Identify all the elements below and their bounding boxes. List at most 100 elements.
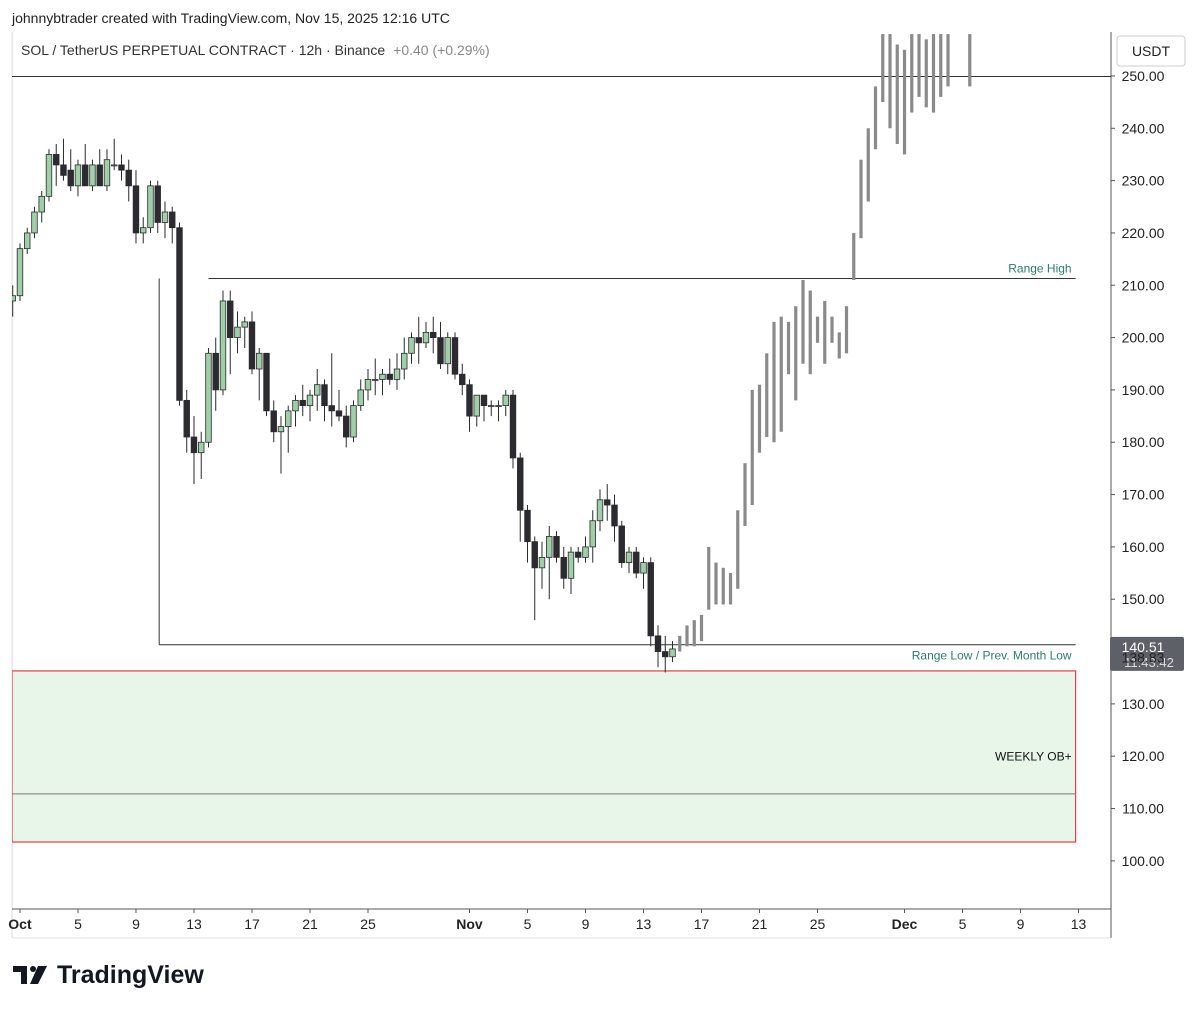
projection-bar — [873, 86, 878, 150]
candle-body — [132, 185, 140, 234]
projection-bar — [968, 34, 972, 87]
candle-body — [285, 410, 292, 427]
candle-body — [393, 368, 401, 380]
candle-body — [466, 384, 473, 417]
projection-bar — [866, 128, 870, 202]
projection-bar — [946, 34, 950, 87]
x-tick-label: Dec — [892, 916, 918, 932]
y-tick-label: 110.00 — [1122, 801, 1164, 817]
candle-body — [53, 154, 60, 166]
x-tick-label: Nov — [456, 916, 483, 932]
candle-body — [459, 373, 466, 386]
y-tick-label: 160.00 — [1122, 539, 1165, 555]
candle-body — [205, 352, 212, 443]
price-countdown: 11:43:42 — [1124, 655, 1174, 670]
candle-body — [633, 551, 640, 574]
y-tick-label: 170.00 — [1122, 487, 1165, 503]
y-tick-label: 100.00 — [1122, 853, 1165, 869]
projection-bar — [902, 49, 907, 155]
projection-bar — [852, 232, 856, 281]
x-tick-label: 9 — [132, 916, 140, 932]
candle-body — [125, 169, 132, 187]
candle-body — [219, 300, 227, 391]
candle-body — [654, 635, 662, 652]
candle-body — [372, 379, 379, 381]
candle-body — [401, 352, 408, 370]
projection-bar — [837, 332, 841, 359]
candle-body — [89, 164, 96, 187]
candle-body — [147, 185, 154, 229]
x-tick-label: Oct — [8, 916, 32, 932]
candle-body — [328, 405, 335, 412]
candle-body — [589, 520, 596, 548]
projection-bar — [859, 159, 863, 239]
projection-bar — [772, 321, 776, 443]
candle-body — [517, 457, 524, 511]
projection-bar — [779, 316, 783, 432]
symbol-title: SOL / TetherUS PERPETUAL CONTRACT · 12h … — [21, 42, 385, 58]
x-tick-label: 5 — [524, 916, 532, 932]
projection-bar — [823, 300, 827, 364]
candle-body — [118, 164, 125, 171]
candle-body — [176, 227, 183, 401]
candle-body — [161, 211, 169, 223]
projection-bar — [830, 316, 834, 343]
projection-bar — [801, 280, 805, 364]
projection-bar — [678, 635, 682, 652]
candle-body — [444, 337, 451, 365]
candle-body — [451, 337, 459, 375]
candle-body — [538, 556, 546, 569]
candle-body — [169, 211, 176, 229]
x-tick-label: 25 — [360, 916, 376, 932]
candle-body — [248, 321, 256, 370]
candle-body — [16, 248, 24, 297]
y-tick-label: 120.00 — [1122, 748, 1165, 764]
candle-body — [596, 499, 604, 522]
logo-icon — [13, 966, 47, 984]
candle-body — [12, 295, 16, 302]
x-tick-label: 21 — [302, 916, 318, 932]
projection-bar — [750, 389, 754, 506]
projection-bar — [939, 34, 943, 97]
projection-bar — [910, 34, 914, 113]
zone-label: WEEKLY OB+ — [995, 749, 1072, 763]
candle-body — [111, 164, 118, 167]
projection-bar — [815, 316, 820, 343]
x-tick-label: 5 — [959, 916, 967, 932]
candle-body — [96, 164, 103, 187]
candle-body — [509, 394, 517, 459]
y-tick-label: 150.00 — [1122, 591, 1165, 607]
candle-body — [560, 556, 567, 579]
currency-box — [1116, 35, 1186, 67]
projection-bar — [728, 573, 733, 605]
candle-body — [582, 546, 589, 558]
level-label: Range High — [1008, 261, 1071, 275]
x-tick-label: 9 — [582, 916, 590, 932]
candle-body — [299, 399, 306, 407]
candle-body — [343, 415, 350, 438]
x-tick-label: 9 — [1017, 916, 1025, 932]
candle-body — [212, 352, 219, 391]
candle-body — [277, 426, 285, 433]
projection-bar — [895, 44, 899, 144]
x-tick-label: 13 — [186, 916, 202, 932]
candle-body — [567, 551, 575, 579]
candle-body — [604, 499, 611, 506]
projection-bar — [685, 625, 689, 647]
candle-body — [415, 337, 422, 344]
projection-bar — [917, 34, 921, 97]
chart-title: SOL / TetherUS PERPETUAL CONTRACT · 12h … — [21, 42, 490, 58]
candle-body — [154, 185, 161, 223]
projection-bar — [721, 567, 725, 605]
projection-bar — [924, 39, 928, 108]
candle-body — [662, 651, 669, 658]
candle-body — [190, 436, 198, 454]
x-tick-label: 17 — [694, 916, 710, 932]
candle-body — [422, 331, 430, 344]
header: johnnybtrader created with TradingView.c… — [11, 10, 450, 26]
candle-body — [306, 394, 314, 407]
candle-body — [430, 331, 437, 338]
candle-body — [74, 164, 82, 187]
projection-bar — [786, 321, 791, 375]
